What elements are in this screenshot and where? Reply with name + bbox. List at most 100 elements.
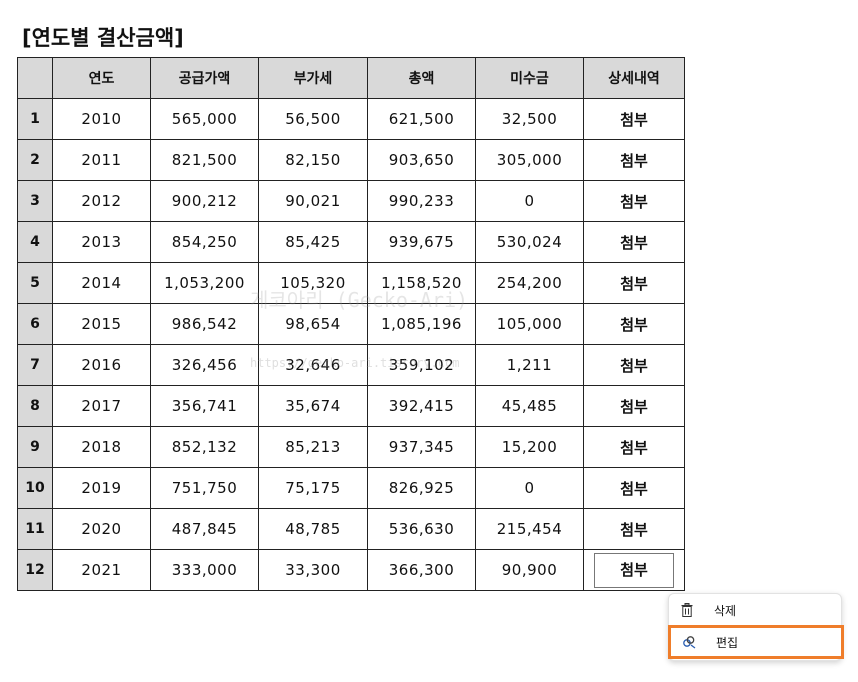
header-index (17, 57, 53, 99)
cell-supply-amount: 986,542 (150, 303, 259, 345)
cell-vat: 98,654 (258, 303, 368, 345)
cell-total: 359,102 (367, 344, 476, 386)
cell-supply-amount: 356,741 (150, 385, 259, 427)
attachment-link[interactable]: 첨부 (620, 274, 648, 293)
cell-vat: 90,021 (258, 180, 368, 222)
cell-unpaid: 305,000 (475, 139, 584, 181)
cell-detail-attachment[interactable]: 첨부 (583, 180, 685, 222)
menu-item-edit[interactable]: 편집 (668, 625, 844, 659)
cell-detail-attachment[interactable]: 첨부 (583, 426, 685, 468)
cell-unpaid: 1,211 (475, 344, 584, 386)
cell-vat: 75,175 (258, 467, 368, 509)
cell-total: 903,650 (367, 139, 476, 181)
cell-total: 621,500 (367, 98, 476, 140)
attachment-link[interactable]: 첨부 (620, 397, 648, 416)
menu-item-delete-label: 삭제 (714, 603, 737, 618)
cell-unpaid: 105,000 (475, 303, 584, 345)
cell-year: 2019 (52, 467, 151, 509)
cell-year: 2016 (52, 344, 151, 386)
row-index: 9 (17, 426, 53, 468)
cell-detail-attachment[interactable]: 첨부 (583, 303, 685, 345)
cell-year: 2013 (52, 221, 151, 263)
attachment-link[interactable]: 첨부 (620, 356, 648, 375)
cell-vat: 35,674 (258, 385, 368, 427)
cell-total: 826,925 (367, 467, 476, 509)
cell-total: 392,415 (367, 385, 476, 427)
cell-detail-attachment[interactable]: 첨부 (583, 262, 685, 304)
row-index: 7 (17, 344, 53, 386)
cell-year: 2010 (52, 98, 151, 140)
cell-detail-attachment[interactable]: 첨부 (583, 344, 685, 386)
attachment-link[interactable]: 첨부 (594, 552, 674, 588)
cell-vat: 48,785 (258, 508, 368, 550)
header-detail: 상세내역 (583, 57, 685, 99)
cell-total: 937,345 (367, 426, 476, 468)
cell-total: 536,630 (367, 508, 476, 550)
table-header-row: 연도 공급가액 부가세 총액 미수금 상세내역 (17, 57, 685, 99)
row-index: 5 (17, 262, 53, 304)
cell-detail-attachment[interactable]: 첨부 (583, 508, 685, 550)
cell-year: 2012 (52, 180, 151, 222)
cell-detail-attachment[interactable]: 첨부 (583, 467, 685, 509)
cell-unpaid: 90,900 (475, 549, 584, 591)
attachment-link[interactable]: 첨부 (620, 520, 648, 539)
row-index: 10 (17, 467, 53, 509)
cell-unpaid: 32,500 (475, 98, 584, 140)
header-total: 총액 (367, 57, 476, 99)
attachment-link[interactable]: 첨부 (620, 315, 648, 334)
cell-total: 990,233 (367, 180, 476, 222)
attachment-link[interactable]: 첨부 (620, 438, 648, 457)
cell-supply-amount: 1,053,200 (150, 262, 259, 304)
row-index: 1 (17, 98, 53, 140)
cell-supply-amount: 821,500 (150, 139, 259, 181)
cell-unpaid: 0 (475, 180, 584, 222)
attachment-link[interactable]: 첨부 (620, 110, 648, 129)
cell-total: 939,675 (367, 221, 476, 263)
cell-supply-amount: 333,000 (150, 549, 259, 591)
header-supply-amount: 공급가액 (150, 57, 259, 99)
attachment-link[interactable]: 첨부 (620, 233, 648, 252)
cell-detail-attachment[interactable]: 첨부 (583, 549, 685, 591)
cell-vat: 85,213 (258, 426, 368, 468)
cell-year: 2017 (52, 385, 151, 427)
row-index: 2 (17, 139, 53, 181)
cell-unpaid: 45,485 (475, 385, 584, 427)
trash-icon (680, 602, 694, 618)
cell-year: 2020 (52, 508, 151, 550)
link-edit-icon (682, 634, 696, 650)
header-unpaid: 미수금 (475, 57, 584, 99)
cell-detail-attachment[interactable]: 첨부 (583, 139, 685, 181)
cell-year: 2011 (52, 139, 151, 181)
row-index: 6 (17, 303, 53, 345)
cell-detail-attachment[interactable]: 첨부 (583, 385, 685, 427)
menu-item-delete[interactable]: 삭제 (669, 595, 841, 625)
table-row: 7 2016 326,456 32,646 359,102 1,211 첨부 (17, 344, 685, 386)
cell-unpaid: 15,200 (475, 426, 584, 468)
cell-unpaid: 0 (475, 467, 584, 509)
cell-total: 1,085,196 (367, 303, 476, 345)
cell-detail-attachment[interactable]: 첨부 (583, 98, 685, 140)
row-index: 4 (17, 221, 53, 263)
cell-unpaid: 254,200 (475, 262, 584, 304)
table-row: 4 2013 854,250 85,425 939,675 530,024 첨부 (17, 221, 685, 263)
row-index: 12 (17, 549, 53, 591)
cell-unpaid: 215,454 (475, 508, 584, 550)
cell-vat: 33,300 (258, 549, 368, 591)
cell-year: 2021 (52, 549, 151, 591)
table-row: 1 2010 565,000 56,500 621,500 32,500 첨부 (17, 98, 685, 140)
attachment-link[interactable]: 첨부 (620, 479, 648, 498)
cell-unpaid: 530,024 (475, 221, 584, 263)
row-index: 8 (17, 385, 53, 427)
table-row: 5 2014 1,053,200 105,320 1,158,520 254,200 첨부 (17, 262, 685, 304)
cell-supply-amount: 854,250 (150, 221, 259, 263)
table-row: 8 2017 356,741 35,674 392,415 45,485 첨부 (17, 385, 685, 427)
cell-supply-amount: 487,845 (150, 508, 259, 550)
attachment-link[interactable]: 첨부 (620, 192, 648, 211)
table-row: 12 2021 333,000 33,300 366,300 90,900 첨부 (17, 549, 685, 591)
header-year: 연도 (52, 57, 151, 99)
attachment-link[interactable]: 첨부 (620, 151, 648, 170)
table-row: 6 2015 986,542 98,654 1,085,196 105,000 첨부 (17, 303, 685, 345)
cell-detail-attachment[interactable]: 첨부 (583, 221, 685, 263)
cell-vat: 82,150 (258, 139, 368, 181)
cell-supply-amount: 852,132 (150, 426, 259, 468)
